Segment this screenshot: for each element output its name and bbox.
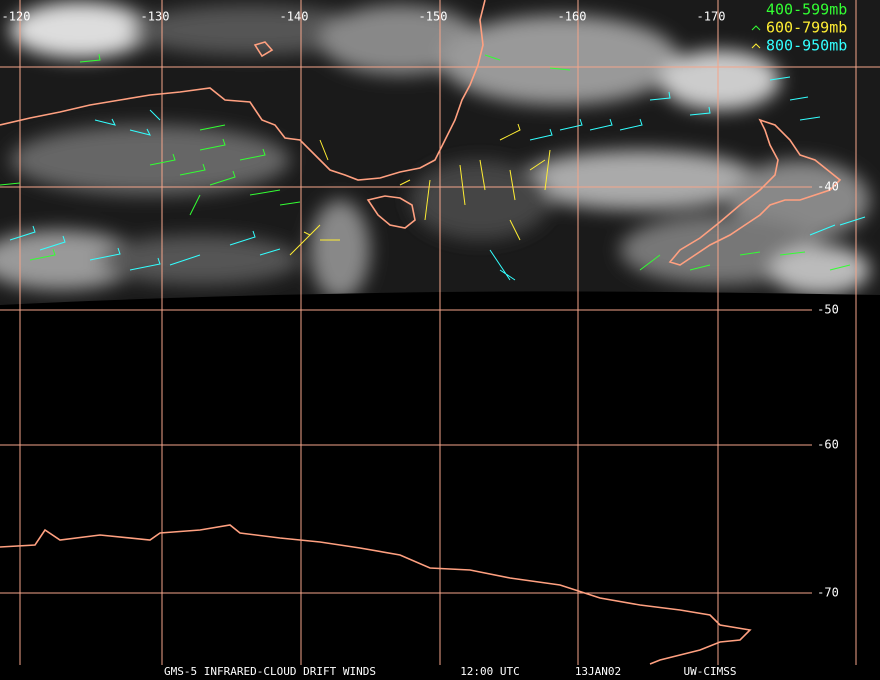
- latitude-label: -50: [817, 303, 839, 317]
- labels: -120 -130 -140 -150 -160 -170 -40 -50 -60 -70 400-…: [2, 1, 848, 679]
- legend-entry: 600-799mb: [766, 19, 847, 37]
- legend-entry: 800-950mb: [766, 37, 847, 55]
- wind-barbs: [0, 25, 866, 281]
- footer-text: UW-CIMSS: [684, 665, 737, 678]
- graticule: [0, 0, 880, 665]
- longitude-label: -140: [280, 10, 309, 24]
- longitude-label: -170: [697, 10, 726, 24]
- coastlines: [0, 0, 842, 665]
- footer-text: 13JAN02: [575, 665, 621, 678]
- longitude-label: -130: [141, 10, 170, 24]
- footer-text: 12:00 UTC: [460, 665, 520, 678]
- latitude-label: -70: [817, 586, 839, 600]
- latitude-label: -60: [817, 438, 839, 452]
- longitude-label: -160: [558, 10, 587, 24]
- legend-entry: 400-599mb: [766, 1, 847, 19]
- longitude-label: -120: [2, 10, 31, 24]
- footer-text: GMS-5 INFRARED-CLOUD DRIFT WINDS: [164, 665, 376, 678]
- longitude-label: -150: [419, 10, 448, 24]
- latitude-label: -40: [817, 180, 839, 194]
